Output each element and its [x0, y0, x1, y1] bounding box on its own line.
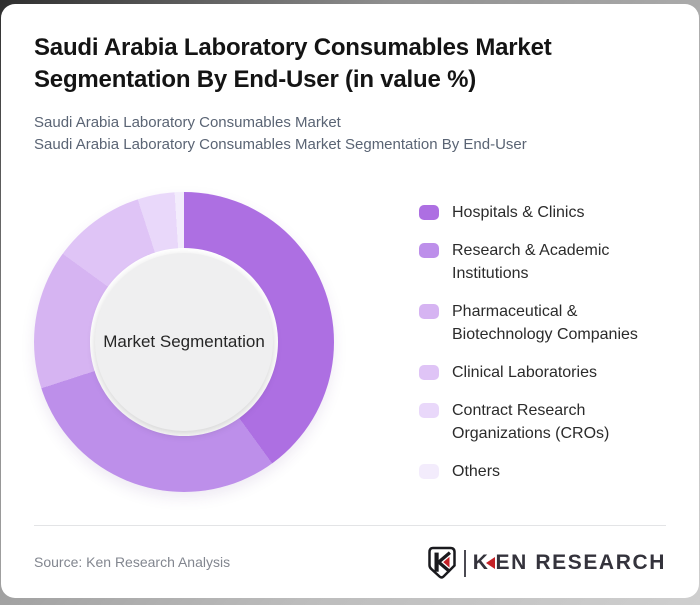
legend-item: Pharmaceutical & Biotechnology Companies [419, 300, 655, 346]
donut-chart: Market Segmentation [34, 192, 334, 492]
red-triangle-icon [485, 557, 495, 569]
chart-title: Saudi Arabia Laboratory Consumables Mark… [34, 34, 552, 93]
ken-research-logo: K EN RESEARCH [427, 544, 666, 582]
legend-label: Others [452, 463, 501, 480]
legend-label: Pharmaceutical & Biotechnology Companies [452, 303, 638, 343]
wordmark-rest: EN RESEARCH [495, 551, 666, 574]
ken-research-shield-icon [428, 546, 456, 579]
legend-label: Research & Academic Institutions [452, 242, 610, 282]
legend-item: Contract Research Organizations (CROs) [419, 399, 655, 445]
chart-subtitles: Saudi Arabia Laboratory Consumables Mark… [34, 112, 527, 156]
subtitle-line-1: Saudi Arabia Laboratory Consumables Mark… [34, 114, 341, 131]
footer-divider [34, 525, 666, 526]
legend-swatch [419, 243, 439, 258]
source-text: Source: Ken Research Analysis [34, 554, 231, 570]
logo-wordmark: K EN RESEARCH [473, 551, 666, 575]
legend-item: Clinical Laboratories [419, 361, 655, 384]
legend-swatch [419, 403, 439, 418]
legend-item: Research & Academic Institutions [419, 239, 655, 285]
subtitle-line-2: Saudi Arabia Laboratory Consumables Mark… [34, 136, 527, 153]
wordmark-k: K [472, 551, 490, 574]
chart-legend: Hospitals & Clinics Research & Academic I… [419, 201, 655, 483]
legend-swatch [419, 304, 439, 319]
legend-swatch [419, 464, 439, 479]
infographic-card: Saudi Arabia Laboratory Consumables Mark… [1, 4, 699, 598]
legend-swatch [419, 365, 439, 380]
legend-item: Others [419, 460, 655, 483]
legend-label: Clinical Laboratories [452, 364, 597, 381]
legend-swatch [419, 205, 439, 220]
donut-center-label: Market Segmentation [103, 332, 265, 351]
legend-label: Contract Research Organizations (CROs) [452, 402, 610, 442]
logo-separator [463, 549, 466, 577]
legend-item: Hospitals & Clinics [419, 201, 655, 224]
donut-center: Market Segmentation [95, 253, 273, 431]
legend-label: Hospitals & Clinics [452, 204, 585, 221]
